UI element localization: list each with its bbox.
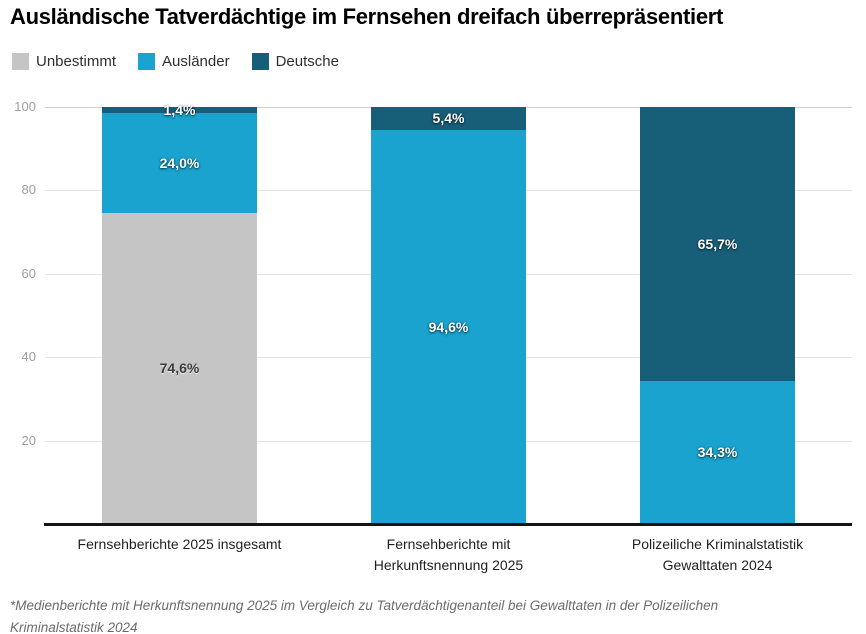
value-label-deutsche-polizeiliche-kriminalstatistik-gewalttaten-2024: 65,7% xyxy=(697,236,738,252)
legend-swatch-deutsche xyxy=(251,53,269,70)
bar-fernsehberichte-mit-herkunftsnennung-2025: 94,6% 5,4% xyxy=(371,107,526,524)
plot-area: 74,6% 24,0% 1,4% 94,6% 5,4% 34,3% 65,7% xyxy=(44,103,852,526)
category-label-fernsehberichte-mit-herkunftsnennung-2025: Fernsehberichte mit Herkunftsnennung 202… xyxy=(373,536,524,573)
bar-fernsehberichte-2025-insgesamt: 74,6% 24,0% 1,4% xyxy=(102,103,257,524)
y-tick-label-40: 40 xyxy=(21,349,36,365)
legend-label-deutsche: Deutsche xyxy=(275,53,339,70)
segment-auslaender-polizeiliche-kriminalstatistik-gewalttaten-2024: 34,3% xyxy=(640,380,795,524)
bar-polizeiliche-kriminalstatistik-gewalttaten-2024: 34,3% 65,7% xyxy=(640,107,795,524)
legend-item-auslaender: Ausländer xyxy=(138,53,230,70)
x-axis-line xyxy=(44,523,852,526)
y-tick-label-20: 20 xyxy=(21,432,36,448)
segment-auslaender-fernsehberichte-2025-insgesamt: 24,0% xyxy=(102,112,257,213)
y-tick-label-100: 100 xyxy=(14,99,36,114)
value-label-auslaender-fernsehberichte-2025-insgesamt: 24,0% xyxy=(159,154,200,171)
value-label-auslaender-fernsehberichte-mit-herkunftsnennung-2025: 94,6% xyxy=(428,318,469,335)
legend-swatch-unbestimmt xyxy=(12,53,29,70)
legend-label-unbestimmt: Unbestimmt xyxy=(36,53,117,70)
segment-auslaender-fernsehberichte-mit-herkunftsnennung-2025: 94,6% xyxy=(371,129,526,524)
legend: Unbestimmt Ausländer Deutsche xyxy=(12,53,361,70)
value-label-deutsche-fernsehberichte-mit-herkunftsnennung-2025: 5,4% xyxy=(432,110,465,127)
segment-unbestimmt-fernsehberichte-2025-insgesamt: 74,6% xyxy=(102,212,257,524)
category-label-fernsehberichte-2025-insgesamt: Fernsehberichte 2025 insgesamt xyxy=(77,536,282,552)
segment-deutsche-polizeiliche-kriminalstatistik-gewalttaten-2024: 65,7% xyxy=(640,107,795,381)
segment-deutsche-fernsehberichte-2025-insgesamt: 1,4% xyxy=(102,103,257,117)
y-tick-label-60: 60 xyxy=(21,265,36,281)
legend-swatch-auslaender xyxy=(138,53,156,70)
legend-label-auslaender: Ausländer xyxy=(162,53,230,70)
segment-deutsche-fernsehberichte-mit-herkunftsnennung-2025: 5,4% xyxy=(371,107,526,130)
footnote: *Medienberichte mit Herkunftsnennung 202… xyxy=(10,598,719,634)
chart-title: Ausländische Tatverdächtige im Fernsehen… xyxy=(10,4,724,29)
category-label-polizeiliche-kriminalstatistik-gewalttaten-2024: Polizeiliche Kriminalstatistik Gewalttat… xyxy=(631,536,804,573)
y-tick-label-80: 80 xyxy=(21,182,36,198)
legend-item-deutsche: Deutsche xyxy=(251,53,339,70)
value-label-deutsche-fernsehberichte-2025-insgesamt: 1,4% xyxy=(163,101,196,118)
value-label-auslaender-polizeiliche-kriminalstatistik-gewalttaten-2024: 34,3% xyxy=(697,444,738,461)
legend-item-unbestimmt: Unbestimmt xyxy=(12,53,116,70)
value-label-unbestimmt-fernsehberichte-2025-insgesamt: 74,6% xyxy=(159,360,200,377)
